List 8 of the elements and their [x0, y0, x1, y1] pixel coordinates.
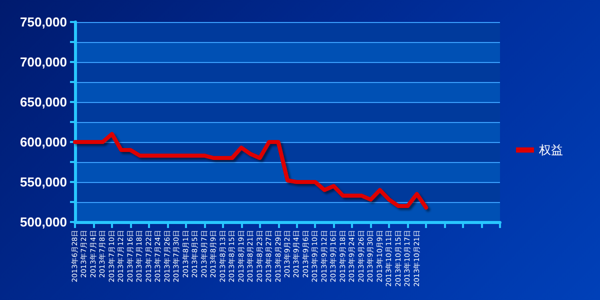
y-tick-label: 500,000 [20, 214, 67, 230]
y-tick-label: 700,000 [20, 54, 67, 70]
line-series [73, 132, 428, 210]
y-tick-label: 550,000 [20, 174, 67, 190]
legend-label: 权益 [538, 143, 563, 157]
y-tick-label: 650,000 [20, 94, 67, 110]
y-tick-label: 750,000 [20, 14, 67, 30]
y-tick-label: 600,000 [20, 134, 67, 150]
